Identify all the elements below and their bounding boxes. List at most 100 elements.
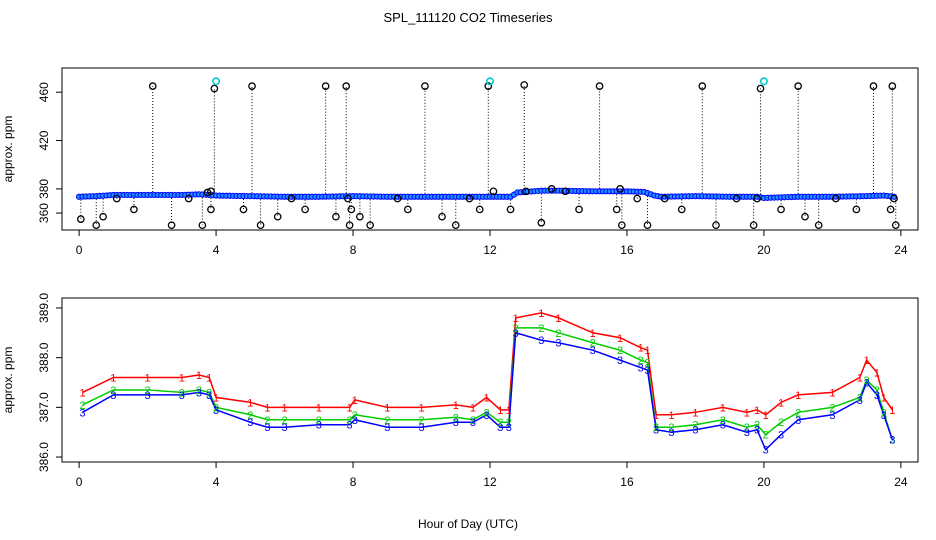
- raw-point: [888, 82, 897, 90]
- series-marker-1: 1: [196, 370, 202, 382]
- series-marker-1: 1: [484, 392, 490, 404]
- series-line-1: [82, 312, 893, 416]
- x-tick-label: 16: [620, 243, 634, 257]
- series-marker-3: 3: [720, 420, 726, 432]
- raw-point: [484, 82, 493, 90]
- raw-point: [520, 81, 529, 89]
- series-marker-2: 2: [352, 410, 358, 422]
- raw-point: [732, 194, 741, 203]
- raw-point: [287, 194, 296, 203]
- series-marker-2: 2: [692, 420, 698, 432]
- series-marker-1: 1: [829, 387, 835, 399]
- raw-point: [612, 205, 621, 214]
- raw-point: [801, 212, 809, 221]
- chart-title: SPL_111120 CO2 Timeseries: [383, 10, 553, 25]
- series-marker-2: 2: [281, 415, 287, 427]
- raw-point: [112, 194, 121, 203]
- plot-frame: [61, 67, 919, 231]
- series-marker-3: 3: [213, 405, 219, 417]
- raw-point: [561, 187, 570, 196]
- series-marker-3: 3: [692, 425, 698, 437]
- raw-point: [794, 82, 803, 90]
- x-tick-label: 16: [620, 475, 634, 489]
- series-marker-2: 2: [213, 402, 219, 414]
- x-tick-label: 0: [76, 243, 83, 257]
- y-tick-label: 387.0: [37, 392, 51, 422]
- series-marker-2: 2: [264, 415, 270, 427]
- y-tick-label: 380: [37, 179, 51, 199]
- raw-point: [92, 221, 101, 230]
- series-marker-1: 1: [653, 410, 659, 422]
- x-tick-label: 12: [483, 475, 497, 489]
- series-marker-1: 1: [281, 402, 287, 414]
- series-marker-3: 3: [668, 427, 674, 439]
- raw-point: [301, 205, 309, 214]
- raw-point: [777, 205, 785, 214]
- series-marker-2: 2: [555, 328, 561, 340]
- y-tick-label: 388.0: [37, 342, 51, 372]
- series-marker-2: 2: [347, 415, 353, 427]
- series-marker-1: 1: [857, 373, 863, 385]
- series-marker-2: 2: [720, 415, 726, 427]
- series-marker-3: 3: [79, 407, 85, 419]
- series-marker-3: 3: [653, 425, 659, 437]
- raw-point: [345, 221, 354, 230]
- flagged-point: [485, 77, 494, 86]
- raw-point: [814, 221, 823, 230]
- series-marker-3: 3: [484, 410, 490, 422]
- raw-point: [891, 221, 900, 230]
- raw-point: [886, 205, 895, 214]
- y-tick-label: 420: [37, 130, 51, 150]
- series-marker-1: 1: [352, 395, 358, 407]
- series-marker-2: 2: [470, 415, 476, 427]
- series-marker-2: 2: [889, 435, 895, 447]
- raw-point: [256, 221, 265, 230]
- series-line-3: [82, 331, 894, 451]
- series-marker-1: 1: [638, 343, 644, 355]
- raw-point: [753, 194, 761, 203]
- raw-point: [99, 212, 107, 221]
- x-tick-label: 12: [483, 243, 497, 257]
- series-marker-2: 2: [829, 402, 835, 414]
- series-marker-2: 2: [247, 410, 253, 422]
- x-tick-label: 24: [894, 243, 908, 257]
- series-marker-3: 3: [384, 422, 390, 434]
- series-marker-2: 2: [79, 400, 85, 412]
- series-marker-1: 1: [506, 405, 512, 417]
- series-marker-3: 3: [638, 363, 644, 375]
- series-marker-3: 3: [778, 430, 784, 442]
- series-marker-3: 3: [744, 427, 750, 439]
- series-marker-3: 3: [206, 390, 212, 402]
- series-marker-1: 1: [453, 400, 459, 412]
- raw-point: [342, 82, 351, 90]
- series-marker-2: 2: [145, 385, 151, 397]
- series-marker-3: 3: [418, 422, 424, 434]
- raw-point: [595, 82, 604, 90]
- raw-point: [366, 221, 375, 230]
- series-marker-2: 2: [668, 422, 674, 434]
- series-marker-2: 2: [196, 385, 202, 397]
- raw-point: [184, 194, 193, 203]
- plot-frame: [61, 297, 919, 463]
- y-tick-label: 460: [37, 82, 51, 102]
- raw-point: [712, 221, 720, 230]
- series-marker-1: 1: [206, 373, 212, 385]
- series-marker-2: 2: [453, 412, 459, 424]
- series-marker-3: 3: [857, 395, 863, 407]
- series-marker-3: 3: [281, 422, 287, 434]
- series-marker-2: 2: [418, 415, 424, 427]
- series-marker-2: 2: [864, 375, 870, 387]
- series-marker-1: 1: [590, 328, 596, 340]
- series-marker-2: 2: [778, 417, 784, 429]
- series-line-2: [82, 327, 894, 440]
- series-marker-3: 3: [795, 415, 801, 427]
- series-marker-1: 1: [418, 402, 424, 414]
- raw-point: [332, 212, 340, 221]
- series-marker-3: 3: [110, 390, 116, 402]
- series-marker-2: 2: [206, 387, 212, 399]
- series-marker-2: 2: [857, 392, 863, 404]
- raw-point: [248, 82, 256, 90]
- series-marker-3: 3: [881, 410, 887, 422]
